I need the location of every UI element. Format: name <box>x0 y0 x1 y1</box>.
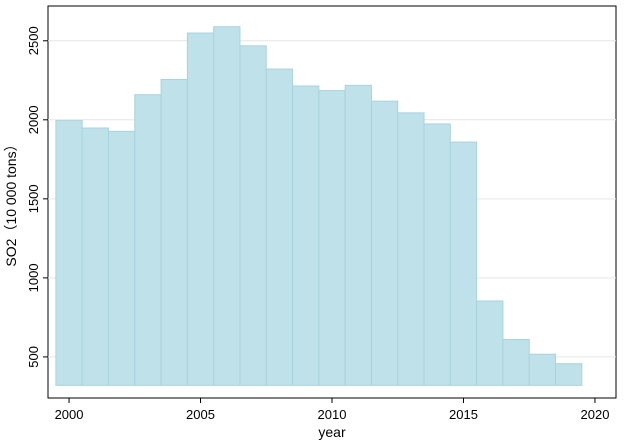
bar-2014 <box>423 123 451 386</box>
bar-2019 <box>555 363 583 386</box>
y-tick-label: 500 <box>26 346 41 368</box>
bar-2002 <box>107 130 136 386</box>
axes: 500 1000 1500 2000 2500 2000 2005 2010 2015 2020 <box>26 26 609 422</box>
bar-2017 <box>502 339 530 386</box>
bar-2013 <box>397 112 425 386</box>
y-axis-title: SO2（10 000 tons） <box>3 137 19 266</box>
bar-2009 <box>292 85 320 386</box>
bar-2007 <box>239 45 267 386</box>
x-tick-label: 2005 <box>186 407 215 422</box>
x-tick-label: 2015 <box>449 407 478 422</box>
bar-2003 <box>134 94 162 386</box>
bar-2010 <box>318 90 346 386</box>
bar-2012 <box>370 100 399 386</box>
bar-2001 <box>81 127 109 386</box>
bar-2004 <box>160 79 188 386</box>
bar-2008 <box>265 68 294 386</box>
y-tick-label: 2000 <box>26 105 41 134</box>
x-tick-label: 2020 <box>581 407 610 422</box>
bar-2015 <box>449 141 478 386</box>
y-tick-label: 1000 <box>26 263 41 292</box>
x-tick-label: 2000 <box>55 407 84 422</box>
bar-2011 <box>344 84 372 386</box>
x-tick-label: 2010 <box>318 407 347 422</box>
bar-2000 <box>55 120 83 386</box>
bar-2006 <box>213 26 241 386</box>
x-axis-title: year <box>318 424 346 440</box>
bar-2016 <box>476 300 504 386</box>
bar-2018 <box>528 353 557 386</box>
bar-2005 <box>186 32 215 386</box>
y-tick-label: 1500 <box>26 184 41 213</box>
y-tick-label: 2500 <box>26 26 41 55</box>
bars <box>55 26 583 386</box>
